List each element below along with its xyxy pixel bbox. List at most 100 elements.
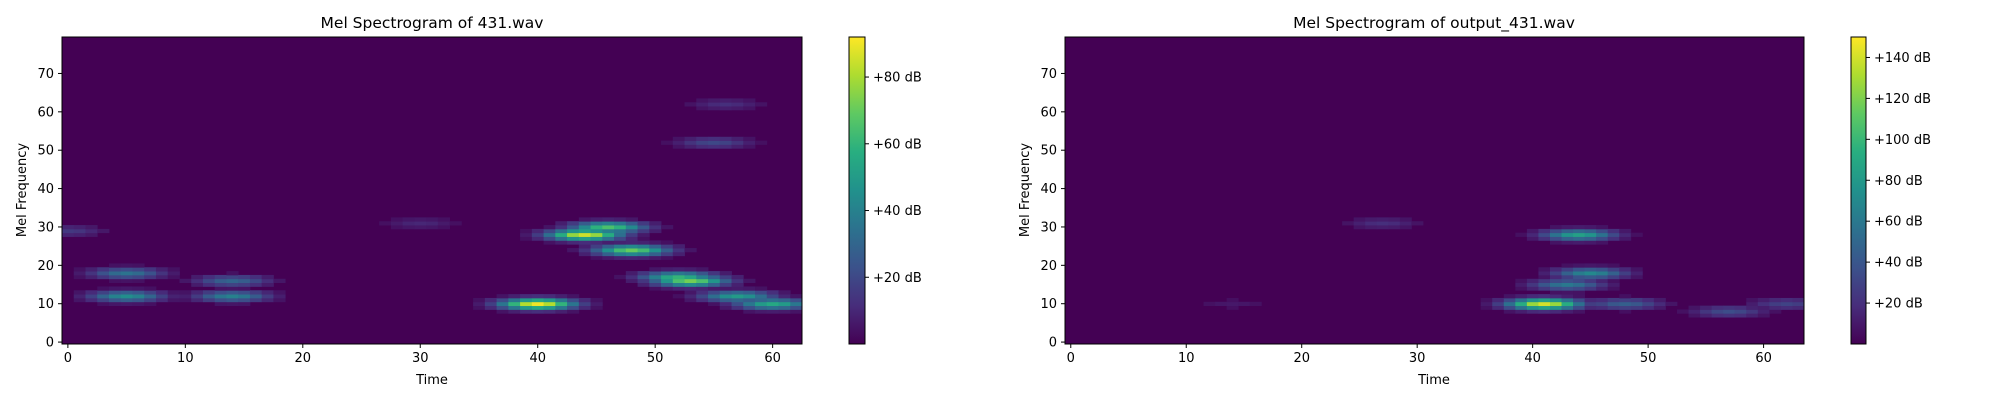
heatmap-cell [73, 274, 86, 280]
heatmap-cell [578, 301, 591, 307]
heatmap-cell [1584, 274, 1597, 280]
heatmap-cell [238, 282, 251, 287]
heatmap-cell [578, 251, 591, 257]
heatmap-cell [1515, 297, 1528, 303]
heatmap-cell [496, 294, 509, 299]
heatmap-cell [578, 244, 591, 249]
heatmap-cell [778, 301, 791, 307]
heatmap-cell [1584, 225, 1597, 230]
heatmap-cell [108, 263, 122, 268]
heatmap-cell [637, 282, 650, 287]
heatmap-cell [1723, 305, 1736, 310]
heatmap-cell [602, 236, 615, 241]
heatmap-cell [790, 294, 803, 299]
heatmap-cell [590, 232, 603, 237]
heatmap-cell [108, 294, 122, 299]
heatmap-cell [684, 297, 697, 303]
heatmap-cell [567, 225, 580, 230]
heatmap-cell [743, 305, 756, 310]
heatmap-cell [1607, 274, 1620, 280]
heatmap-cell [1596, 274, 1609, 280]
heatmap-cell [437, 221, 451, 226]
y-tick-label: 70 [1040, 67, 1057, 82]
heatmap-cell [1757, 297, 1770, 303]
heatmap-cell [1538, 305, 1551, 310]
heatmap-cell [684, 282, 697, 287]
heatmap-cell [214, 297, 227, 303]
chart-title: Mel Spectrogram of 431.wav [321, 14, 544, 32]
heatmap-cell [120, 290, 133, 295]
heatmap-cell [214, 274, 227, 280]
heatmap-cell [708, 102, 721, 107]
heatmap-cell [755, 297, 768, 303]
heatmap-cell [602, 221, 615, 226]
heatmap-cell [249, 294, 263, 299]
plot-frame [61, 36, 803, 345]
heatmap-cell [1584, 263, 1597, 268]
heatmap-cell [1607, 263, 1620, 268]
y-tick-label: 30 [37, 220, 54, 235]
heatmap-cell [473, 305, 486, 310]
heatmap-cell [684, 248, 697, 253]
heatmap-cell [637, 225, 650, 230]
x-axis-ticks: 0 10 20 30 40 50 60 [64, 344, 781, 366]
heatmap-cell [414, 217, 427, 222]
chart-left: Mel Spectrogram of 431.wav 0 10 20 30 40 50 60… [15, 14, 922, 388]
heatmap-cell [708, 282, 721, 287]
heatmap-cell [625, 228, 638, 234]
heatmap-cell [390, 221, 404, 226]
plot-frame [1064, 36, 1805, 345]
heatmap-cell [1388, 221, 1401, 226]
heatmap-cell [661, 244, 674, 249]
heatmap-cell [543, 305, 556, 310]
heatmap-cell [731, 305, 744, 310]
heatmap-cell [672, 136, 685, 142]
heatmap-cell [191, 297, 204, 303]
heatmap-cell [1573, 309, 1586, 314]
heatmap-cell [719, 282, 732, 287]
heatmap-cell [1573, 271, 1586, 276]
heatmap-cell [496, 301, 509, 307]
heatmap-cell [743, 144, 756, 149]
heatmap-cell [708, 98, 721, 103]
heatmap-cell [637, 228, 650, 234]
heatmap-cell [531, 305, 544, 310]
heatmap-cell [1630, 301, 1643, 307]
heatmap-cell [1515, 286, 1528, 291]
heatmap-cell [402, 225, 415, 230]
heatmap-cell [214, 278, 227, 283]
heatmap-cell [661, 278, 674, 283]
heatmap-cell [672, 267, 685, 272]
heatmap-cell [743, 106, 756, 111]
heatmap-cell [1538, 297, 1551, 303]
heatmap-cell [590, 225, 603, 230]
heatmap-cell [414, 225, 427, 230]
heatmap-cell [73, 228, 86, 234]
heatmap-cell [167, 294, 180, 299]
heatmap-cell [226, 290, 239, 295]
heatmap-cell [132, 290, 145, 295]
heatmap-cell [614, 221, 627, 226]
heatmap-cell [625, 274, 638, 280]
heatmap-cell [696, 136, 709, 142]
heatmap-cell [649, 274, 662, 280]
heatmap-cell [496, 305, 509, 310]
heatmap-cell [555, 225, 568, 230]
heatmap-cell [696, 294, 709, 299]
x-tick-label: 10 [1178, 351, 1195, 366]
heatmap-cell [790, 301, 803, 307]
heatmap-cell [684, 278, 697, 283]
heatmap-cell [1526, 301, 1539, 307]
y-axis-ticks: 0 10 20 30 40 50 60 70 [1040, 67, 1065, 351]
heatmap-cell [637, 248, 650, 253]
heatmap-cell [1573, 232, 1586, 237]
heatmap-cell [755, 294, 768, 299]
heatmap-cell [661, 274, 674, 280]
heatmap-cell [578, 221, 591, 226]
heatmap-cell [1607, 297, 1620, 303]
heatmap-cell [273, 294, 286, 299]
heatmap-cell [1492, 301, 1505, 307]
heatmap-cell [132, 286, 145, 291]
heatmap-cell [1584, 267, 1597, 272]
